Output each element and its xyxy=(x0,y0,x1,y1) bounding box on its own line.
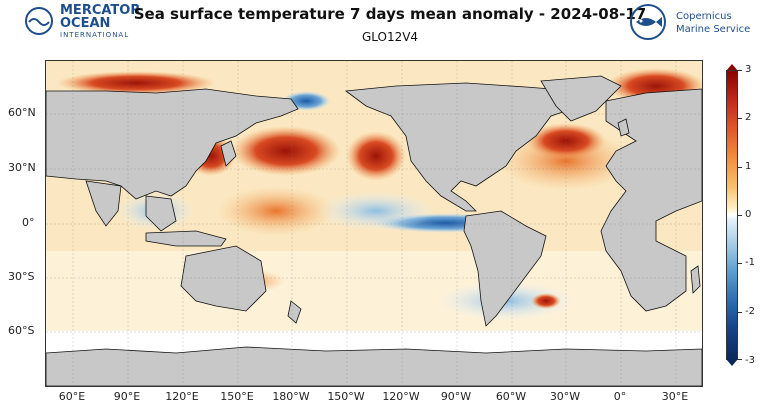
lon-label-90w: 90°W xyxy=(440,390,472,403)
lon-label-60w: 60°W xyxy=(495,390,527,403)
lon-label-150w: 150°W xyxy=(327,390,365,403)
copernicus-logo-line1: Copernicus xyxy=(676,11,732,22)
lat-label-30s: 30°S xyxy=(8,270,35,283)
lon-label-30w: 30°W xyxy=(549,390,581,403)
lon-label-90e: 90°E xyxy=(113,390,141,403)
copernicus-fish-icon xyxy=(630,4,666,40)
colorbar-extend-min xyxy=(726,359,738,366)
colorbar-label-3: 3 xyxy=(745,64,752,75)
lon-label-180w: 180°W xyxy=(272,390,310,403)
lon-label-150e: 150°E xyxy=(220,390,254,403)
colorbar-label-minus2: -2 xyxy=(745,306,755,317)
colorbar-label-0: 0 xyxy=(745,209,752,220)
lon-label-0: 0° xyxy=(613,390,627,403)
lon-label-60e: 60°E xyxy=(58,390,86,403)
colorbar-label-2: 2 xyxy=(745,112,752,123)
map-canvas xyxy=(46,61,702,386)
lon-label-120w: 120°W xyxy=(382,390,420,403)
header: MERCATOR OCEAN INTERNATIONAL Sea surface… xyxy=(0,0,768,60)
copernicus-marine-logo: Copernicus Marine Service xyxy=(628,2,758,46)
mercator-ocean-logo: MERCATOR OCEAN INTERNATIONAL xyxy=(24,4,144,40)
lon-label-30e: 30°E xyxy=(661,390,689,403)
colorbar-label-minus1: -1 xyxy=(745,257,755,268)
mercator-wave-icon xyxy=(25,7,53,35)
mercator-logo-line1: MERCATOR xyxy=(60,3,141,18)
lat-label-60n: 60°N xyxy=(8,106,36,119)
lat-label-60s: 60°S xyxy=(8,324,35,337)
lat-label-0: 0° xyxy=(22,216,35,229)
colorbar-extend-max xyxy=(726,64,738,71)
colorbar xyxy=(726,70,738,360)
copernicus-logo-line2: Marine Service xyxy=(676,24,751,35)
sst-anomaly-map xyxy=(45,60,703,387)
lat-label-30n: 30°N xyxy=(8,161,36,174)
map-title: Sea surface temperature 7 days mean anom… xyxy=(133,5,647,23)
colorbar-label-1: 1 xyxy=(745,161,752,172)
map-subtitle: GLO12V4 xyxy=(361,30,419,44)
lon-label-120e: 120°E xyxy=(165,390,199,403)
mercator-logo-line2: OCEAN xyxy=(60,16,111,31)
colorbar-label-minus3: -3 xyxy=(745,355,755,366)
graticule xyxy=(46,61,702,386)
land-masses xyxy=(46,75,702,386)
mercator-logo-line3: INTERNATIONAL xyxy=(60,31,130,39)
north-pacific-warm-anomaly xyxy=(231,126,341,176)
